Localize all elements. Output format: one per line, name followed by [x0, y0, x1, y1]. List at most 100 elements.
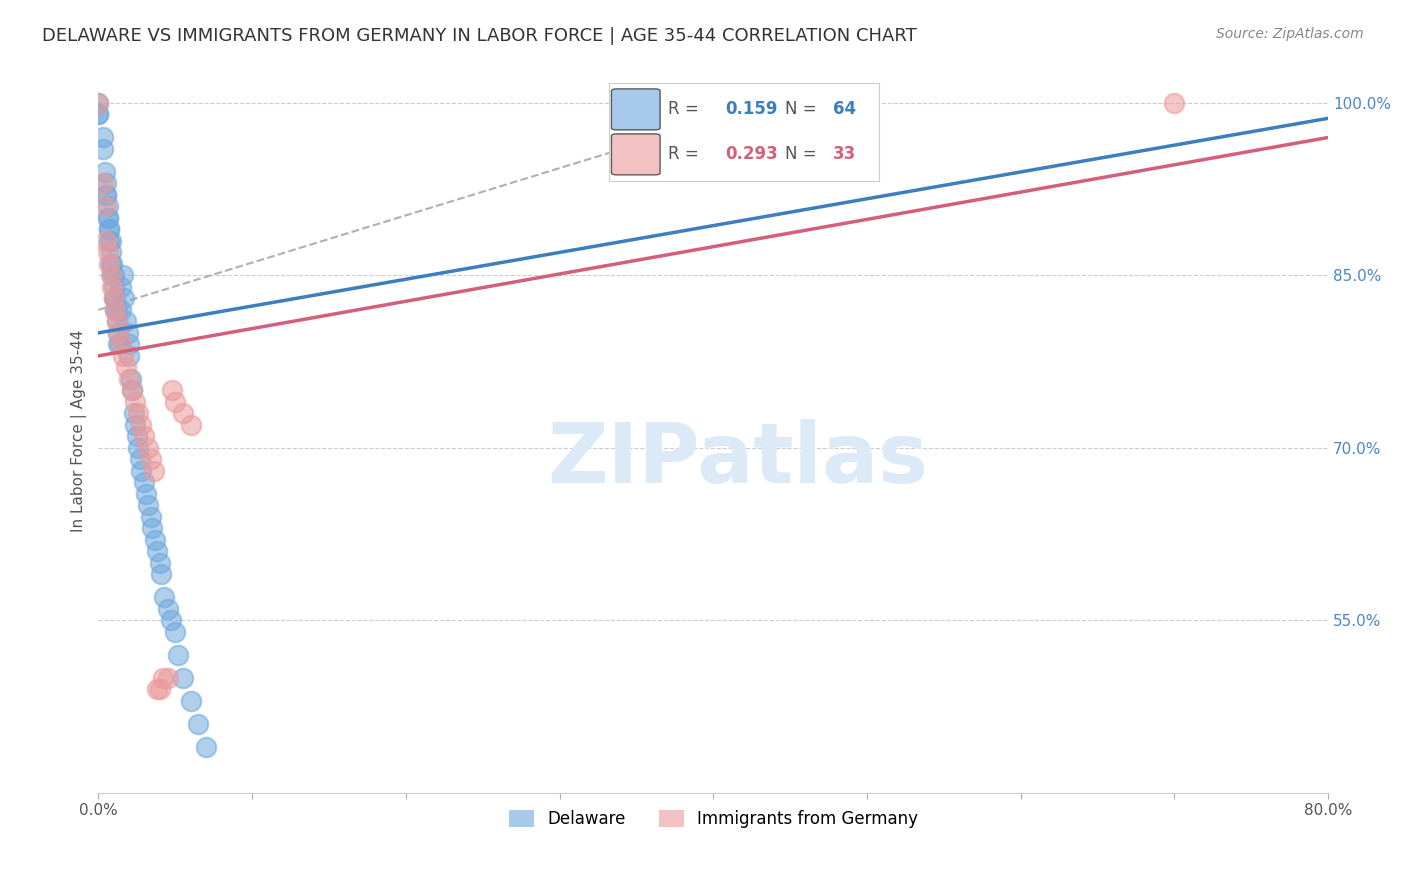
- Point: [172, 671, 194, 685]
- Point: [156, 671, 179, 685]
- Point: [94, 188, 117, 202]
- Point: [91, 130, 114, 145]
- Point: [152, 671, 174, 685]
- Point: [100, 268, 122, 283]
- Point: [139, 452, 162, 467]
- Point: [105, 314, 128, 328]
- Point: [101, 268, 124, 283]
- Point: [118, 372, 141, 386]
- Point: [145, 544, 167, 558]
- Point: [110, 337, 132, 351]
- Point: [108, 337, 131, 351]
- Point: [98, 222, 121, 236]
- Point: [131, 417, 153, 432]
- Point: [87, 107, 110, 121]
- Point: [120, 372, 142, 386]
- Point: [159, 613, 181, 627]
- Point: [1163, 95, 1185, 110]
- Point: [93, 199, 115, 213]
- Point: [98, 222, 121, 236]
- Point: [156, 601, 179, 615]
- Point: [97, 199, 120, 213]
- Point: [165, 395, 187, 409]
- Point: [91, 177, 114, 191]
- Point: [165, 624, 187, 639]
- Point: [143, 533, 166, 547]
- Point: [180, 694, 202, 708]
- Point: [103, 268, 125, 283]
- Point: [103, 280, 125, 294]
- Text: DELAWARE VS IMMIGRANTS FROM GERMANY IN LABOR FORCE | AGE 35-44 CORRELATION CHART: DELAWARE VS IMMIGRANTS FROM GERMANY IN L…: [42, 27, 917, 45]
- Point: [94, 177, 117, 191]
- Point: [101, 280, 124, 294]
- Point: [87, 95, 110, 110]
- Point: [111, 268, 134, 283]
- Point: [101, 257, 124, 271]
- Point: [107, 326, 129, 340]
- Point: [167, 648, 190, 662]
- Point: [131, 464, 153, 478]
- Point: [172, 406, 194, 420]
- Text: Source: ZipAtlas.com: Source: ZipAtlas.com: [1216, 27, 1364, 41]
- Point: [194, 739, 217, 754]
- Point: [117, 326, 139, 340]
- Point: [136, 498, 159, 512]
- Legend: Delaware, Immigrants from Germany: Delaware, Immigrants from Germany: [502, 804, 925, 835]
- Point: [134, 475, 156, 490]
- Point: [127, 441, 149, 455]
- Point: [115, 360, 138, 375]
- Point: [98, 234, 121, 248]
- Point: [145, 682, 167, 697]
- Point: [93, 165, 115, 179]
- Point: [128, 452, 150, 467]
- Text: ZIPatlas: ZIPatlas: [547, 419, 928, 500]
- Point: [127, 406, 149, 420]
- Point: [149, 556, 172, 570]
- Point: [104, 302, 127, 317]
- Point: [114, 292, 136, 306]
- Point: [141, 521, 163, 535]
- Point: [187, 716, 209, 731]
- Point: [135, 487, 157, 501]
- Point: [97, 245, 120, 260]
- Point: [142, 464, 165, 478]
- Point: [87, 95, 110, 110]
- Point: [97, 211, 120, 225]
- Point: [150, 567, 173, 582]
- Point: [103, 292, 125, 306]
- Point: [125, 429, 148, 443]
- Point: [160, 384, 183, 398]
- Point: [121, 384, 143, 398]
- Point: [124, 417, 146, 432]
- Point: [100, 245, 122, 260]
- Point: [149, 682, 172, 697]
- Point: [139, 509, 162, 524]
- Point: [105, 314, 128, 328]
- Point: [121, 384, 143, 398]
- Point: [107, 337, 129, 351]
- Point: [118, 349, 141, 363]
- Point: [124, 395, 146, 409]
- Point: [100, 234, 122, 248]
- Point: [94, 188, 117, 202]
- Point: [122, 406, 145, 420]
- Point: [94, 234, 117, 248]
- Point: [180, 417, 202, 432]
- Point: [136, 441, 159, 455]
- Point: [115, 314, 138, 328]
- Point: [110, 302, 132, 317]
- Point: [91, 142, 114, 156]
- Point: [103, 292, 125, 306]
- Y-axis label: In Labor Force | Age 35-44: In Labor Force | Age 35-44: [72, 329, 87, 532]
- Point: [110, 280, 132, 294]
- Point: [118, 337, 141, 351]
- Point: [153, 591, 176, 605]
- Point: [104, 302, 127, 317]
- Point: [87, 107, 110, 121]
- Point: [134, 429, 156, 443]
- Point: [97, 211, 120, 225]
- Point: [98, 257, 121, 271]
- Point: [104, 292, 127, 306]
- Point: [111, 349, 134, 363]
- Point: [100, 257, 122, 271]
